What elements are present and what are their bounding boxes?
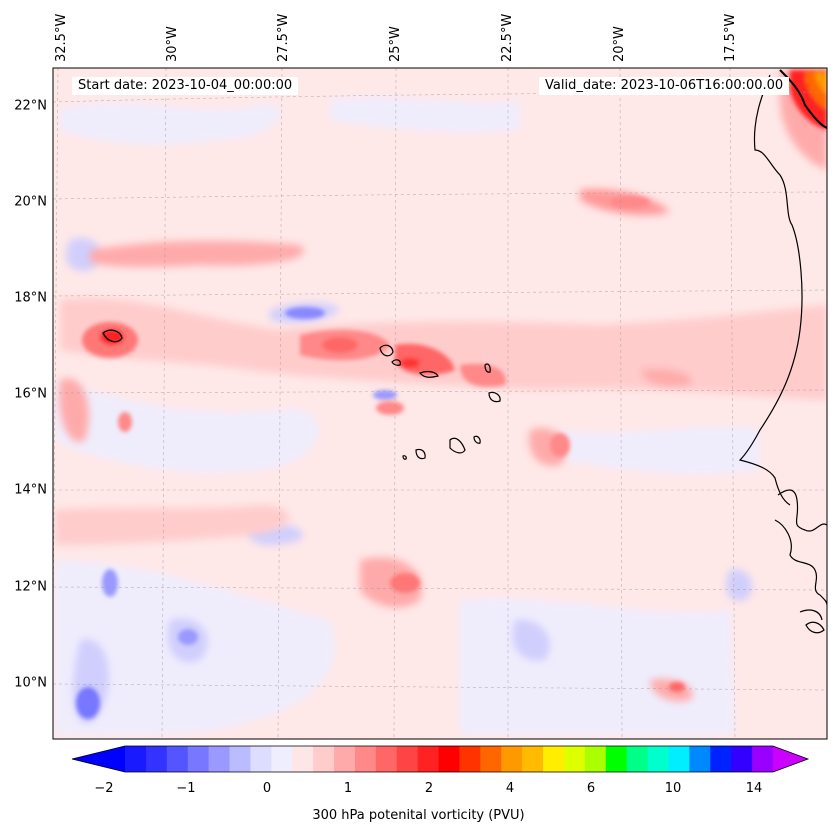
- colorbar-swatch: [480, 746, 502, 772]
- colorbar-swatch: [731, 746, 753, 772]
- colorbar-swatch: [250, 746, 272, 772]
- colorbar-swatch: [563, 746, 586, 772]
- colorbar-swatch: [543, 746, 565, 772]
- lat-label-16n: 16°N: [14, 386, 47, 402]
- colorbar-swatch: [292, 746, 314, 772]
- colorbar-tick-label: 2: [424, 781, 434, 796]
- lon-label-17-5w: 17.5°W: [723, 13, 738, 62]
- colorbar-swatch: [710, 746, 732, 772]
- lon-label-22-5w: 22.5°W: [500, 13, 515, 62]
- colorbar-swatch: [229, 746, 251, 772]
- colorbar-swatch: [417, 746, 440, 772]
- lon-label-32-5w: 32.5°W: [54, 13, 69, 62]
- colorbar-tick-label: 1: [343, 781, 353, 796]
- map-panel: [53, 68, 827, 739]
- colorbar-swatch: [166, 746, 189, 772]
- colorbar-swatch: [125, 746, 147, 772]
- colorbar-under-arrow: [72, 746, 125, 772]
- lon-label-25w: 25°W: [388, 26, 403, 62]
- lat-label-22n: 22°N: [14, 98, 47, 114]
- lat-label-18n: 18°N: [14, 290, 47, 306]
- start-date-label: Start date: 2023-10-04_00:00:00: [72, 77, 299, 95]
- colorbar-swatch: [208, 746, 231, 772]
- coastlines: [102, 69, 827, 634]
- colorbar-swatch: [626, 746, 649, 772]
- lon-label-20w: 20°W: [612, 26, 627, 62]
- colorbar-swatch: [145, 746, 168, 772]
- colorbar-swatch: [647, 746, 669, 772]
- colorbar-swatch: [584, 746, 607, 772]
- map-frame: [52, 67, 828, 740]
- colorbar-swatch: [501, 746, 523, 772]
- colorbar-tick-label: 4: [505, 781, 515, 796]
- colorbar-swatch: [313, 746, 335, 772]
- colorbar-swatch: [187, 746, 210, 772]
- lat-label-20n: 20°N: [14, 194, 47, 210]
- colorbar-outline: [71, 745, 810, 773]
- colorbar-swatch: [689, 746, 711, 772]
- lon-label-27-5w: 27.5°W: [276, 13, 291, 62]
- colorbar-swatch: [668, 746, 690, 772]
- colorbar-swatch: [375, 746, 398, 772]
- colorbar-swatch: [334, 746, 356, 772]
- colorbar-tick-label: −2: [94, 781, 114, 796]
- colorbar-swatch: [396, 746, 419, 772]
- colorbar-tick-label: 10: [664, 781, 682, 796]
- colorbar-swatch: [271, 746, 293, 772]
- lat-label-14n: 14°N: [14, 482, 47, 498]
- colorbar-over-arrow: [773, 746, 808, 772]
- lat-label-12n: 12°N: [14, 579, 47, 595]
- colorbar: [71, 745, 810, 773]
- colorbar-tick-label: 0: [262, 781, 272, 796]
- colorbar-swatch: [522, 746, 544, 772]
- colorbar-tick-label: −1: [176, 781, 196, 796]
- lat-label-10n: 10°N: [14, 675, 47, 691]
- lon-label-30w: 30°W: [165, 26, 180, 62]
- colorbar-swatch: [605, 746, 628, 772]
- strong-negative-pv-areas: [76, 307, 397, 719]
- valid-date-label: Valid_date: 2023-10-06T16:00:00.00: [539, 77, 790, 95]
- colorbar-tick-label: 14: [745, 781, 763, 796]
- negative-pv-areas: [55, 97, 760, 735]
- strong-positive-pv-areas: [82, 70, 827, 692]
- colorbar-tick-label: 6: [586, 781, 596, 796]
- colorbar-swatch: [438, 746, 460, 772]
- colorbar-swatch: [354, 746, 377, 772]
- colorbar-swatch: [752, 746, 774, 772]
- colorbar-title: 300 hPa potenital vorticity (PVU): [312, 808, 525, 823]
- colorbar-swatch: [459, 746, 481, 772]
